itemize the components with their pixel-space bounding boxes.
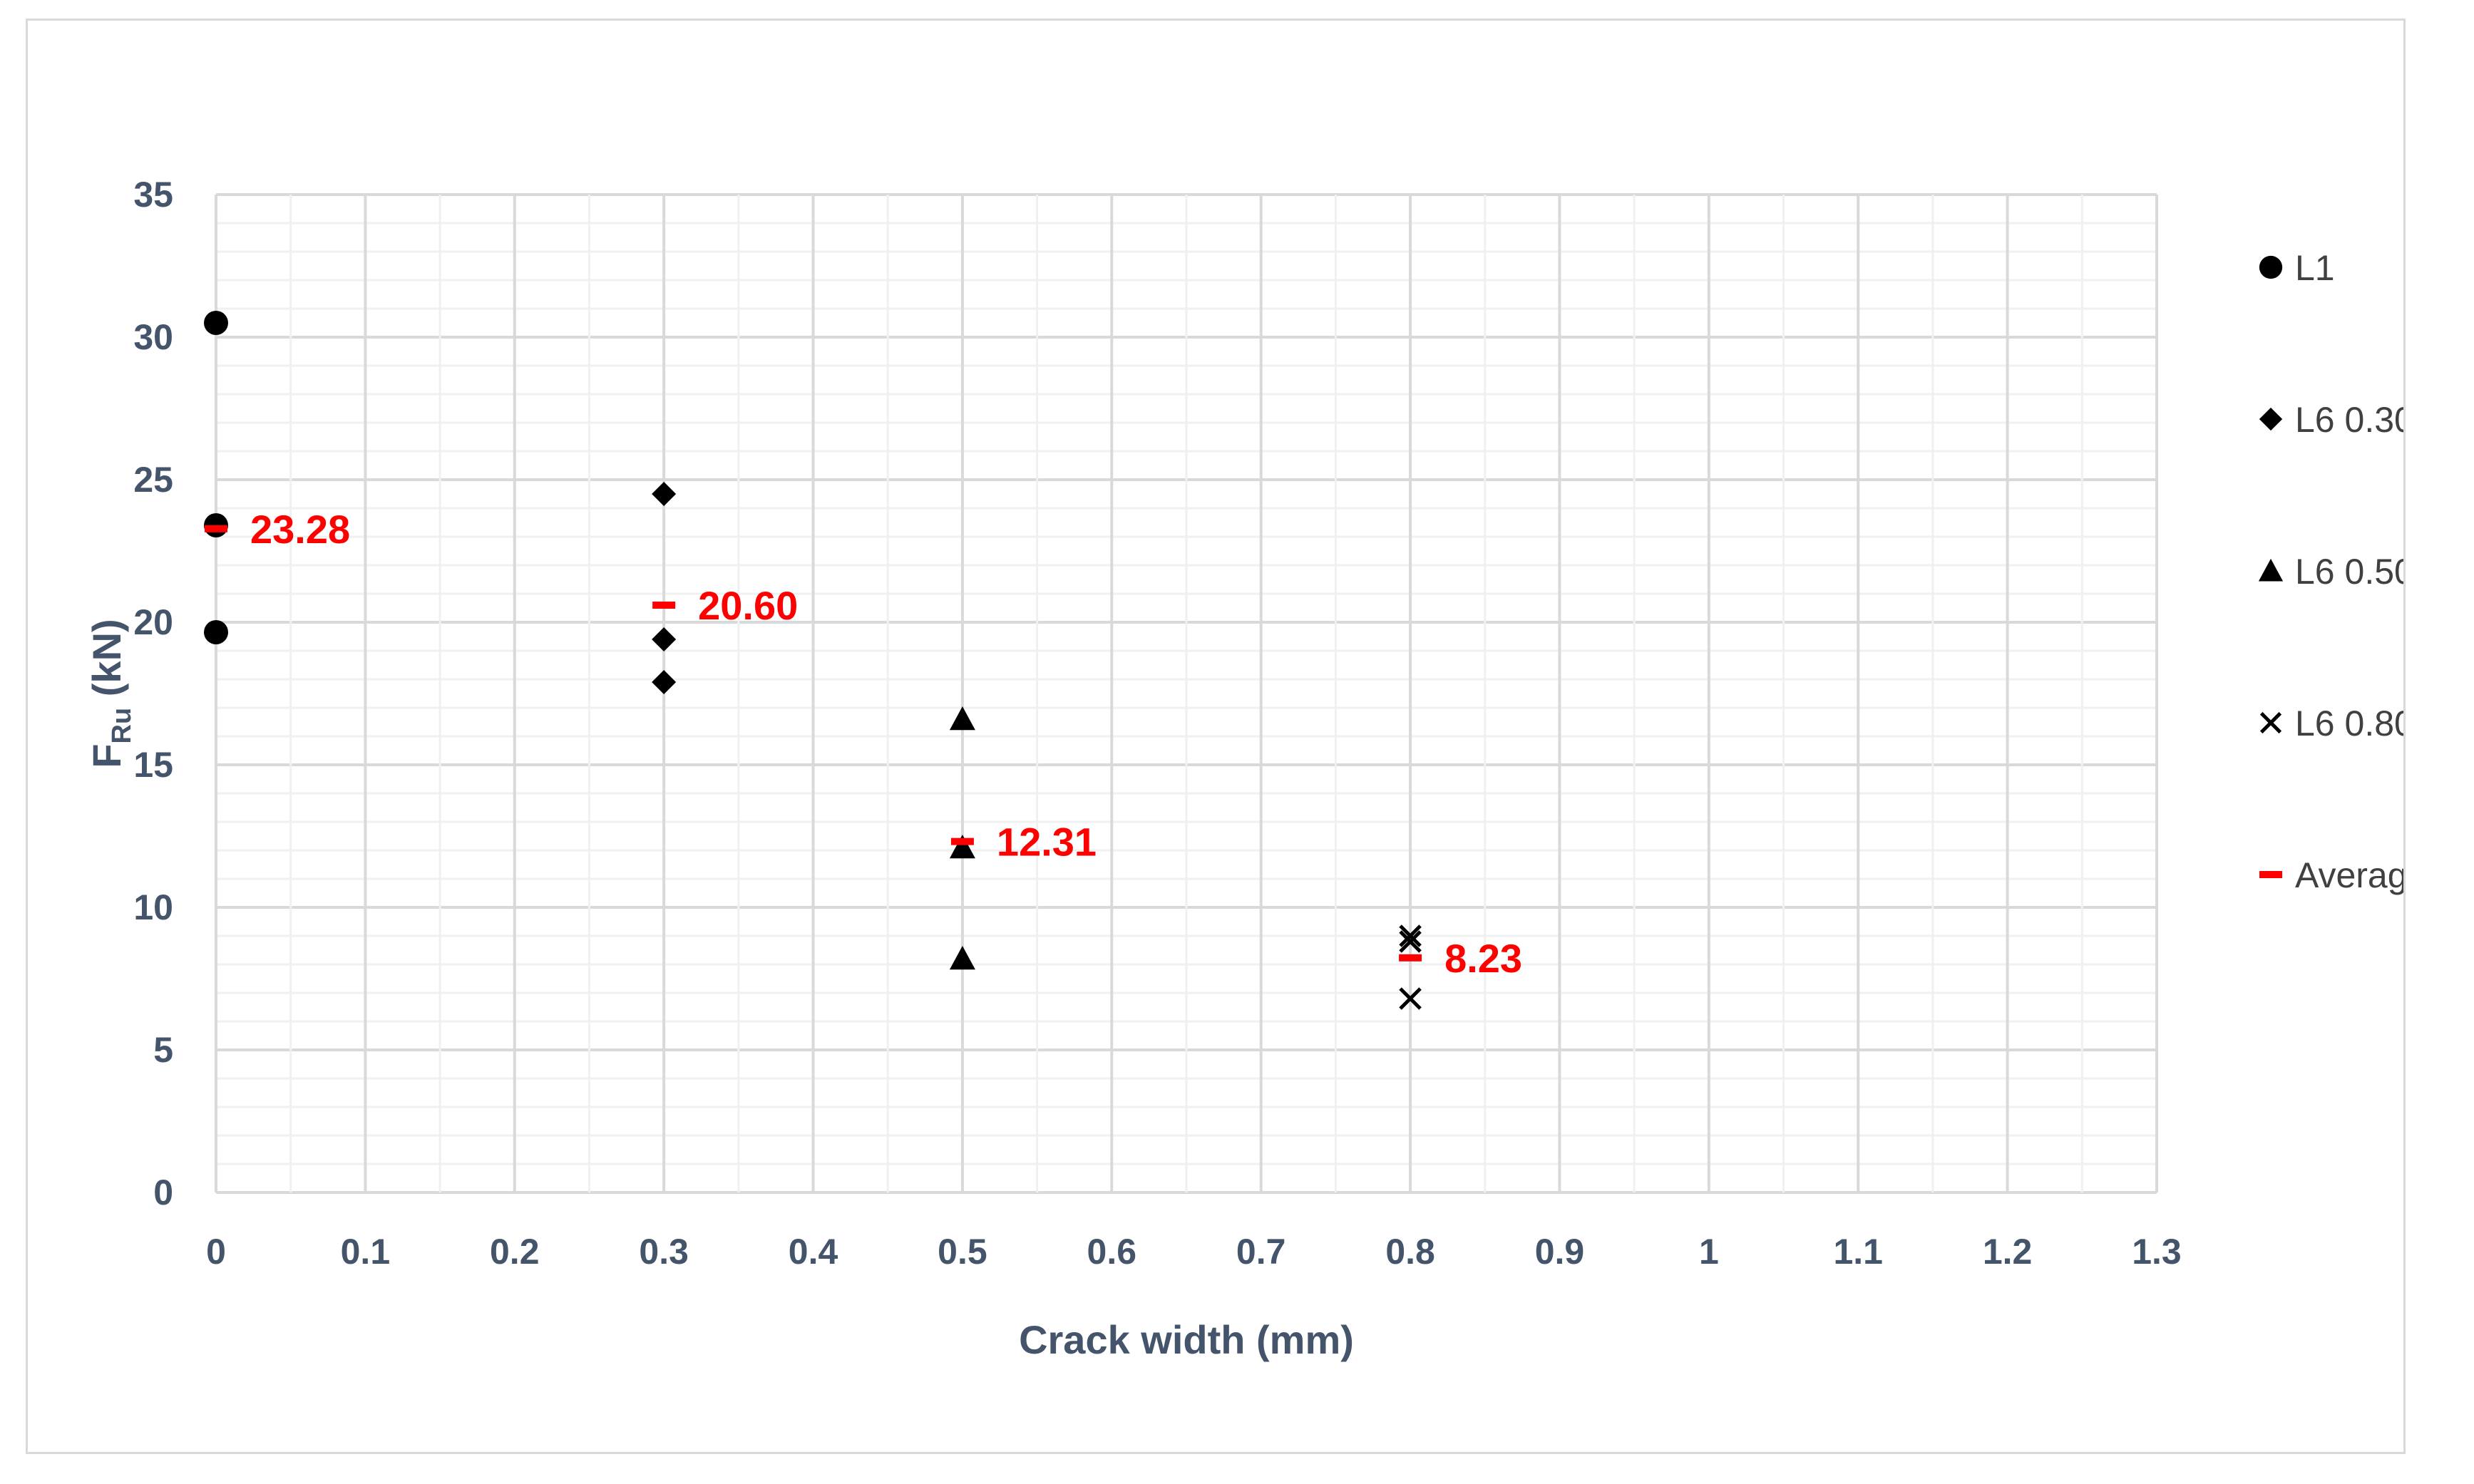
x-tick-label: 0 xyxy=(206,1232,226,1272)
legend-label: Average xyxy=(2295,855,2403,895)
x-tick-label: 0.5 xyxy=(938,1232,987,1272)
x-tick-label: 0.3 xyxy=(639,1232,689,1272)
point-l6-0-50 xyxy=(949,946,975,970)
x-tick-label: 0.4 xyxy=(789,1232,838,1272)
legend-marker-l6-0-50 xyxy=(2258,558,2284,582)
legend-label: L6 0.30 xyxy=(2295,400,2403,440)
y-axis-title-main: F xyxy=(84,743,129,768)
legend-item-l6-0-80: L6 0.80 xyxy=(2259,704,2403,743)
y-axis-title-unit: (kN) xyxy=(84,619,129,707)
series-l6-0-30 xyxy=(652,482,677,694)
point-l6-0-80 xyxy=(1399,987,1422,1010)
scatter-chart: 0 0.1 0.2 0.3 0.4 0.5 0.6 0.7 0.8 0.9 1 1.1 1.2 1.3 0… xyxy=(84,175,2403,1362)
x-tick-label: 1 xyxy=(1699,1232,1719,1272)
x-tick-label: 0.1 xyxy=(341,1232,391,1272)
legend-item-l6-0-50: L6 0.50 xyxy=(2258,552,2403,592)
point-average xyxy=(652,602,676,609)
y-axis-title-subscript: Ru xyxy=(107,708,137,744)
point-l6-0-80 xyxy=(1399,924,1422,947)
y-tick-label: 15 xyxy=(133,745,173,785)
x-marker-stroke xyxy=(1399,924,1422,947)
average-value-label: 12.31 xyxy=(997,820,1097,865)
series-l6-0-80 xyxy=(1399,924,1422,1010)
legend: L1 L6 0.30 L6 0.50 L6 0.80 Average xyxy=(2258,248,2403,895)
y-tick-label: 25 xyxy=(133,460,173,500)
x-axis-title: Crack width (mm) xyxy=(1019,1317,1354,1362)
x-tick-label: 0.7 xyxy=(1236,1232,1286,1272)
point-average xyxy=(205,525,227,532)
y-tick-label: 10 xyxy=(133,887,173,927)
series-average xyxy=(205,525,1422,962)
legend-label: L6 0.50 xyxy=(2295,552,2403,592)
point-l1 xyxy=(204,311,228,335)
point-l6-0-30 xyxy=(652,482,677,506)
chart-frame: 0 0.1 0.2 0.3 0.4 0.5 0.6 0.7 0.8 0.9 1 1.1 1.2 1.3 0… xyxy=(26,19,2406,1454)
legend-marker-l6-0-80 xyxy=(2259,711,2282,734)
legend-marker-l1 xyxy=(2259,255,2283,279)
average-value-label: 8.23 xyxy=(1444,936,1522,981)
x-tick-label: 1.2 xyxy=(1983,1232,2033,1272)
point-l6-0-30 xyxy=(652,670,677,694)
legend-item-average: Average xyxy=(2259,855,2403,895)
legend-label: L1 xyxy=(2295,248,2335,288)
y-axis-ticks: 0 5 10 15 20 25 30 35 xyxy=(133,175,173,1212)
y-tick-label: 0 xyxy=(153,1173,173,1212)
y-tick-label: 35 xyxy=(133,175,173,215)
series-l6-0-50 xyxy=(949,706,975,970)
x-marker-stroke xyxy=(1399,930,1422,953)
legend-marker-average xyxy=(2259,871,2282,878)
point-l1 xyxy=(204,620,228,644)
x-tick-label: 0.9 xyxy=(1535,1232,1585,1272)
point-l6-0-50 xyxy=(949,835,975,859)
average-labels: 23.28 20.60 12.31 8.23 xyxy=(250,507,1522,981)
average-value-label: 20.60 xyxy=(698,583,798,628)
data-points xyxy=(204,311,1422,1010)
point-l6-0-30 xyxy=(652,627,677,651)
y-tick-label: 30 xyxy=(133,317,173,357)
legend-item-l1: L1 xyxy=(2259,248,2335,288)
point-average xyxy=(950,838,974,845)
legend-label: L6 0.80 xyxy=(2295,704,2403,743)
x-tick-label: 1.1 xyxy=(1833,1232,1883,1272)
x-tick-label: 0.8 xyxy=(1385,1232,1435,1272)
point-average xyxy=(1399,954,1422,962)
point-l6-0-80 xyxy=(1399,930,1422,953)
y-tick-label: 5 xyxy=(153,1030,173,1070)
y-tick-label: 20 xyxy=(133,602,173,642)
x-marker-stroke xyxy=(2259,711,2282,734)
x-tick-label: 0.6 xyxy=(1087,1232,1137,1272)
x-tick-label: 0.2 xyxy=(490,1232,540,1272)
legend-item-l6-0-30: L6 0.30 xyxy=(2259,400,2403,440)
x-marker-stroke xyxy=(1399,987,1422,1010)
x-tick-label: 1.3 xyxy=(2132,1232,2182,1272)
point-l6-0-50 xyxy=(949,706,975,731)
grid xyxy=(215,193,2158,1194)
legend-marker-l6-0-30 xyxy=(2259,407,2283,431)
y-axis-title: FRu (kN) xyxy=(84,619,137,768)
average-value-label: 23.28 xyxy=(250,507,350,552)
x-axis-ticks: 0 0.1 0.2 0.3 0.4 0.5 0.6 0.7 0.8 0.9 1 1.1 1.2 1.3 xyxy=(206,1232,2182,1272)
